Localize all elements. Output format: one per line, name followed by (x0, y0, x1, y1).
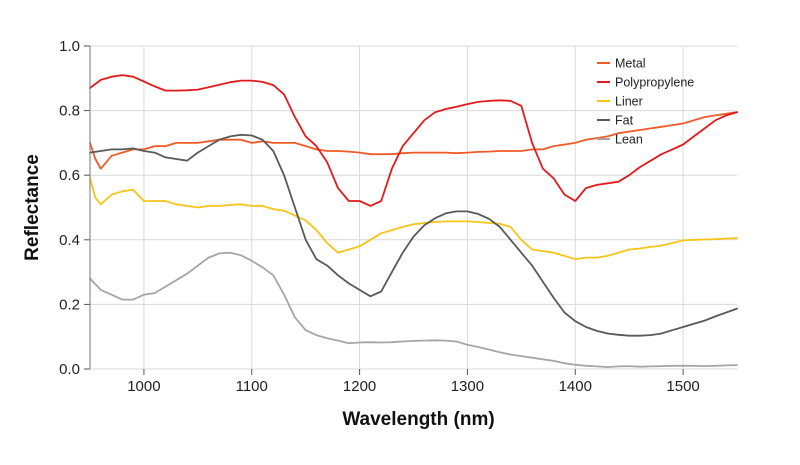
x-tick-label: 1100 (236, 378, 268, 395)
y-tick-label: 0.0 (59, 361, 80, 378)
x-tick-label: 1400 (559, 378, 592, 395)
y-tick-label: 0.8 (59, 103, 80, 120)
legend-label: Lean (615, 133, 643, 147)
axis-ticks: 0.0 0.2 0.4 0.6 0.8 1.0 1000 1100 1200 1300 1400 15… (59, 38, 700, 395)
series-line-lean (89, 251, 738, 368)
series-line-metal (89, 111, 738, 170)
legend-label: Polypropylene (615, 76, 694, 90)
y-tick-label: 1.0 (59, 38, 80, 55)
legend-label: Fat (615, 114, 634, 128)
series-line-polypropylene (89, 74, 738, 207)
x-axis-title: Wavelength (nm) (342, 409, 494, 430)
x-tick-label: 1500 (666, 378, 699, 395)
x-tick-label: 1300 (451, 378, 484, 395)
series-line-liner (89, 177, 738, 261)
series-line-fat (89, 133, 738, 337)
y-axis-title: Reflectance (22, 154, 43, 261)
y-tick-label: 0.2 (59, 296, 80, 313)
x-tick-label: 1000 (127, 378, 160, 395)
legend-label: Metal (615, 57, 646, 71)
series-lines (89, 74, 738, 368)
y-tick-label: 0.4 (59, 232, 80, 249)
grid (90, 45, 737, 370)
x-tick-label: 1200 (343, 378, 376, 395)
y-tick-label: 0.6 (59, 167, 80, 184)
legend-label: Liner (615, 95, 643, 109)
legend: Metal Polypropylene Liner Fat Lean (597, 57, 694, 147)
